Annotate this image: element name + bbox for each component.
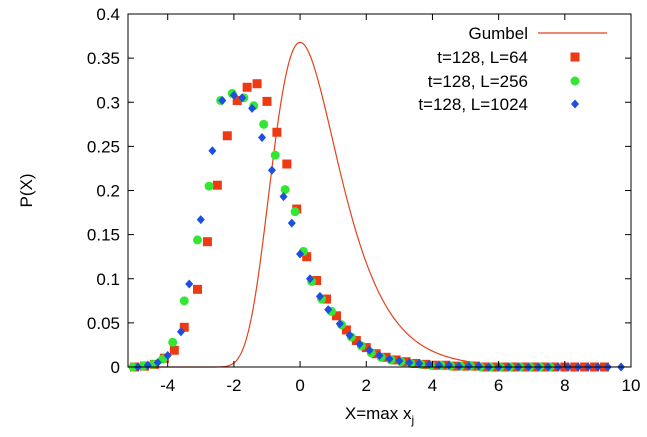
data-point — [229, 90, 238, 100]
series-2 — [128, 88, 555, 372]
y-tick-label: 0.2 — [96, 182, 120, 201]
data-point — [296, 249, 305, 259]
series-3 — [133, 90, 626, 372]
data-point — [405, 358, 414, 368]
data-point — [474, 361, 483, 371]
x-tick-label: 2 — [362, 376, 371, 395]
data-point — [345, 330, 354, 340]
data-point — [153, 358, 162, 368]
data-point — [287, 218, 296, 228]
y-tick-label: 0.15 — [87, 226, 120, 245]
data-point — [179, 296, 189, 306]
x-tick-label: 6 — [494, 376, 503, 395]
data-point — [401, 357, 411, 367]
x-axis-label-main: X=max x — [345, 404, 412, 423]
data-point — [331, 311, 341, 321]
data-point — [262, 96, 272, 106]
y-tick-label: 0.4 — [96, 5, 120, 24]
data-point — [202, 237, 212, 247]
data-point — [267, 165, 276, 175]
data-point — [395, 356, 404, 366]
data-point — [218, 95, 227, 105]
data-layer — [128, 41, 631, 372]
data-point — [280, 185, 290, 195]
data-point — [312, 276, 322, 286]
legend-label: Gumbel — [468, 24, 528, 43]
data-point — [351, 336, 361, 346]
data-point — [272, 127, 282, 137]
data-point — [212, 180, 222, 190]
x-tick-label: 0 — [295, 376, 304, 395]
data-point — [464, 361, 473, 371]
data-point — [315, 291, 324, 301]
y-axis-label: P(X) — [17, 174, 36, 208]
data-point — [185, 279, 194, 289]
x-tick-label: 10 — [622, 376, 641, 395]
y-tick-label: 0.25 — [87, 137, 120, 156]
data-point — [335, 319, 344, 329]
data-point — [192, 235, 202, 245]
x-tick-label: -4 — [160, 376, 175, 395]
data-point — [242, 82, 252, 92]
data-point — [322, 294, 332, 304]
data-point — [208, 146, 217, 156]
data-point — [222, 131, 232, 141]
data-point — [361, 343, 371, 353]
data-point — [415, 358, 424, 368]
data-point — [252, 79, 262, 89]
data-point — [306, 274, 315, 284]
y-tick-label: 0 — [111, 358, 120, 377]
legend-label: t=128, L=1024 — [418, 95, 528, 114]
data-point — [355, 339, 364, 349]
data-point — [232, 95, 242, 105]
series-1 — [130, 79, 610, 372]
data-point — [385, 354, 394, 364]
data-point — [176, 327, 185, 337]
data-point — [248, 103, 257, 113]
x-axis-label: X=max xj — [345, 404, 414, 427]
data-point — [196, 215, 205, 225]
data-point — [282, 159, 292, 169]
data-point — [163, 351, 172, 361]
data-point — [168, 337, 178, 347]
y-tick-label: 0.3 — [96, 93, 120, 112]
data-point — [279, 192, 288, 202]
x-tick-label: 8 — [560, 376, 569, 395]
gumbel-curve — [128, 41, 631, 368]
y-tick-label: 0.05 — [87, 314, 120, 333]
legend-label: t=128, L=256 — [428, 72, 528, 91]
x-tick-label: -2 — [226, 376, 241, 395]
data-point — [371, 349, 381, 359]
legend-label: t=128, L=64 — [437, 48, 528, 67]
data-point — [290, 207, 300, 217]
data-point — [192, 284, 202, 294]
data-point — [381, 352, 391, 362]
y-tick-label: 0.35 — [87, 49, 120, 68]
data-point — [324, 305, 333, 315]
legend: Gumbel t=128, L=64 t=128, L=256 t=128, L=10… — [418, 24, 607, 114]
data-point — [302, 252, 312, 262]
data-point — [258, 133, 267, 143]
data-point — [454, 361, 463, 371]
data-point — [270, 150, 280, 160]
axis-ticks: -4 -2 0 2 4 6 8 10 0 0.05 0.1 0.15 0.2 0.25 0.3 0.35 0.4 — [87, 5, 641, 395]
data-point — [375, 351, 384, 361]
data-point — [238, 93, 247, 103]
data-point — [365, 345, 374, 355]
plot-frame — [127, 13, 632, 368]
data-point — [341, 325, 351, 335]
series-0 — [128, 41, 631, 368]
legend-marker — [571, 99, 579, 109]
data-point — [391, 355, 401, 365]
x-axis-label-subscript: j — [410, 413, 414, 427]
legend-marker — [570, 52, 580, 62]
legend-marker — [570, 76, 580, 86]
data-point — [169, 345, 179, 355]
data-point — [179, 322, 189, 332]
y-tick-label: 0.1 — [96, 270, 120, 289]
data-point — [204, 181, 214, 191]
data-point — [259, 119, 269, 129]
x-tick-label: 4 — [428, 376, 437, 395]
